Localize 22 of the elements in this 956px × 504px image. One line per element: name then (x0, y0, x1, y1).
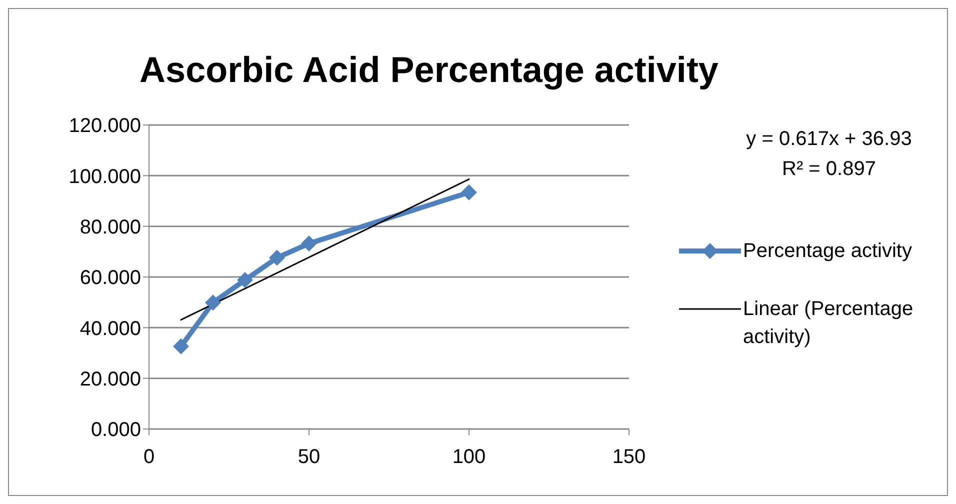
y-tick-label: 60.000 (80, 267, 141, 290)
y-tick-label: 40.000 (80, 318, 141, 340)
x-tick-label: 50 (298, 446, 320, 468)
point (269, 250, 285, 266)
x-tick-label: 0 (143, 446, 155, 468)
y-tick-label: 0.000 (90, 419, 141, 442)
point (205, 294, 221, 311)
text: y = 0.617x + 36.93 (746, 128, 912, 150)
x-tick-label: 100 (452, 446, 486, 468)
chart-title: Ascorbic Acid Percentage activity (138, 49, 720, 91)
point (237, 272, 253, 288)
legend-label: Linear (Percentage activity) (743, 297, 914, 350)
point (461, 184, 477, 200)
point (173, 338, 189, 354)
y-tick-label: 80.000 (80, 216, 141, 238)
x-tick-label: 150 (612, 446, 646, 468)
y-tick-label: 100.000 (68, 166, 141, 188)
legend-label: Percentage activity (743, 239, 912, 264)
text: R² = 0.897 (782, 158, 876, 180)
y-tick-label: 20.000 (80, 368, 141, 390)
y-tick-label: 120.000 (68, 115, 141, 138)
point (301, 236, 317, 252)
